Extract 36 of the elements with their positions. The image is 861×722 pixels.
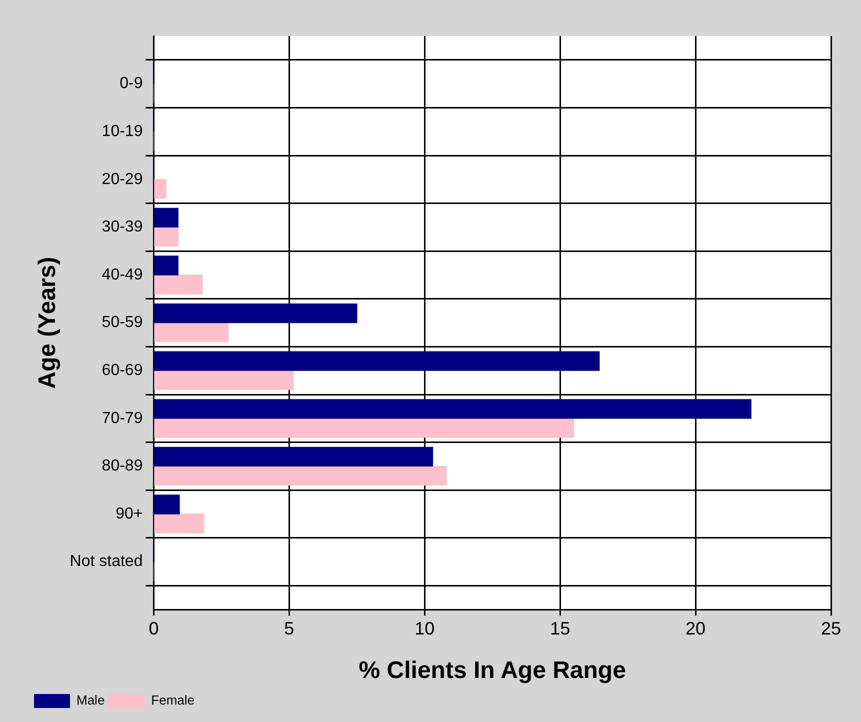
x-tick-label: 0 [148,618,159,638]
x-tick-label: 15 [550,618,570,638]
bar [154,303,358,324]
bar [154,351,600,371]
bar [154,370,294,390]
y-tick-label: 30-39 [102,218,143,236]
y-tick-label: 90+ [116,505,143,522]
y-tick-label: 60-69 [102,362,143,380]
x-axis-title: % Clients In Age Range [358,657,626,684]
bar [154,399,752,419]
y-tick-label: 50-59 [102,314,143,332]
bar [154,179,166,199]
y-tick-label: 0-9 [120,75,143,92]
legend-label: Female [151,692,195,708]
bar [154,322,229,342]
bar [154,418,574,438]
y-tick-label: 80-89 [102,458,143,475]
bar [154,208,178,228]
bar [154,446,434,467]
x-tick-label: 25 [820,618,842,638]
bar [154,274,203,294]
y-tick-label: 40-49 [102,266,143,284]
bar [154,466,447,486]
legend-label: Male [76,692,105,708]
x-tick-label: 20 [686,618,706,638]
y-tick-label: 70-79 [102,410,143,427]
y-tick-label: Not stated [70,553,143,570]
bar [154,256,178,276]
bar [154,494,180,514]
y-tick-label: 20-29 [102,170,143,188]
y-tick-label: 10-19 [102,123,143,140]
bar [154,514,204,534]
x-tick-label: 5 [284,618,294,638]
bar [154,226,178,247]
x-tick-label: 10 [414,618,435,638]
y-axis-title: Age (Years) [34,256,62,389]
